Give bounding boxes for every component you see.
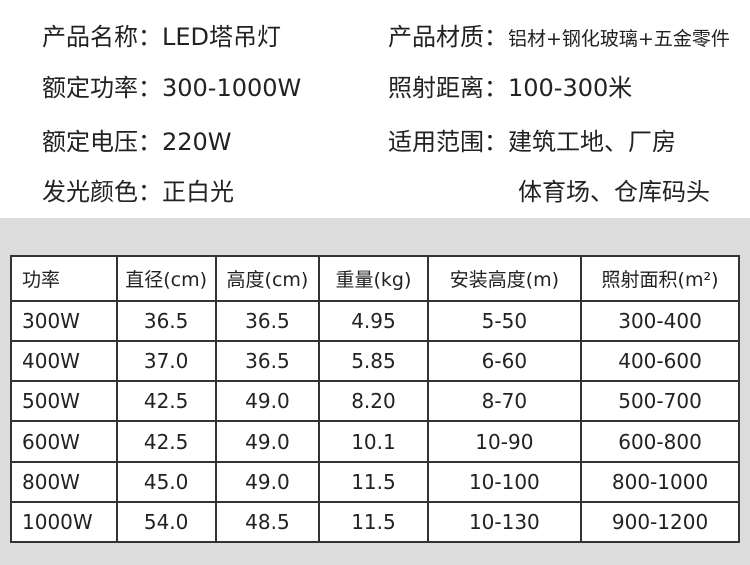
spec-item: 体育场、仓库码头 <box>518 177 710 207</box>
table-row: 500W 42.5 49.0 8.20 8-70 500-700 <box>10 380 740 423</box>
spec-item: 额定电压：220W <box>42 127 232 157</box>
table-cell: 8-70 <box>426 380 583 423</box>
table-cell: 400-600 <box>580 340 740 383</box>
header-cell: 安装高度(m) <box>426 255 583 302</box>
table-row: 600W 42.5 49.0 10.1 10-90 600-800 <box>10 420 740 463</box>
spec-table: 功率 直径(cm) 高度(cm) 重量(kg) 安装高度(m) 照射面积(m²) 300W 3… <box>10 255 740 544</box>
spec-item: 额定功率：300-1000W <box>42 73 301 103</box>
table-cell: 45.0 <box>115 460 217 503</box>
spec-label: 产品材质： <box>388 23 508 51</box>
table-cell: 10-100 <box>426 460 583 503</box>
table-cell: 500W <box>10 380 118 423</box>
spec-item: 产品名称：LED塔吊灯 <box>42 22 281 52</box>
header-cell: 照射面积(m²) <box>580 255 740 302</box>
table-cell: 49.0 <box>214 380 321 423</box>
spec-value: 220W <box>162 128 232 156</box>
table-row: 800W 45.0 49.0 11.5 10-100 800-1000 <box>10 460 740 503</box>
spec-label: 照射距离： <box>388 74 508 102</box>
header-cell: 直径(cm) <box>115 255 217 302</box>
spec-value: 300-1000W <box>162 74 302 102</box>
table-cell: 5-50 <box>426 299 583 343</box>
table-cell: 300W <box>10 299 118 343</box>
spec-label: 适用范围： <box>388 128 508 156</box>
spec-label: 额定功率： <box>42 74 162 102</box>
table-cell: 54.0 <box>115 500 217 544</box>
spec-value: 体育场、仓库码头 <box>518 178 710 206</box>
table-cell: 600W <box>10 420 118 463</box>
spec-section: 产品名称：LED塔吊灯 产品材质：铝材+钢化玻璃+五金零件额定功率：300-100… <box>0 0 750 218</box>
spec-value: 建筑工地、厂房 <box>508 128 676 156</box>
header-cell: 重量(kg) <box>318 255 429 302</box>
table-cell: 1000W <box>10 500 118 544</box>
table-cell: 37.0 <box>115 340 217 383</box>
spec-label: 额定电压： <box>42 128 162 156</box>
spec-item: 适用范围：建筑工地、厂房 <box>388 127 676 157</box>
table-cell: 800-1000 <box>580 460 740 503</box>
table-cell: 6-60 <box>426 340 583 383</box>
table-cell: 48.5 <box>214 500 321 544</box>
table-cell: 36.5 <box>214 299 321 343</box>
spec-value: 铝材+钢化玻璃+五金零件 <box>508 28 730 50</box>
spec-item: 照射距离：100-300米 <box>388 73 632 103</box>
table-cell: 500-700 <box>580 380 740 423</box>
spec-value: 100-300米 <box>508 74 633 102</box>
header-cell: 高度(cm) <box>214 255 321 302</box>
spec-value: 正白光 <box>162 178 234 206</box>
table-cell: 600-800 <box>580 420 740 463</box>
table-cell: 49.0 <box>214 420 321 463</box>
spec-label: 产品名称： <box>42 23 162 51</box>
table-cell: 4.95 <box>318 299 429 343</box>
spec-label: 发光颜色： <box>42 178 162 206</box>
table-cell: 8.20 <box>318 380 429 423</box>
table-cell: 400W <box>10 340 118 383</box>
table-cell: 10-130 <box>426 500 583 544</box>
table-cell: 42.5 <box>115 380 217 423</box>
spec-item: 发光颜色：正白光 <box>42 177 234 207</box>
table-cell: 10.1 <box>318 420 429 463</box>
table-cell: 10-90 <box>426 420 583 463</box>
table-cell: 36.5 <box>214 340 321 383</box>
header-row: 功率 直径(cm) 高度(cm) 重量(kg) 安装高度(m) 照射面积(m²) <box>10 255 740 302</box>
header-cell: 功率 <box>10 255 118 302</box>
table-cell: 300-400 <box>580 299 740 343</box>
table-cell: 900-1200 <box>580 500 740 544</box>
table-cell: 49.0 <box>214 460 321 503</box>
spec-item: 产品材质：铝材+钢化玻璃+五金零件 <box>388 22 730 54</box>
table-cell: 11.5 <box>318 460 429 503</box>
table-row: 300W 36.5 36.5 4.95 5-50 300-400 <box>10 299 740 343</box>
spec-value: LED塔吊灯 <box>162 23 282 51</box>
table-cell: 800W <box>10 460 118 503</box>
table-cell: 5.85 <box>318 340 429 383</box>
table-cell: 42.5 <box>115 420 217 463</box>
table-cell: 11.5 <box>318 500 429 544</box>
table-row: 1000W 54.0 48.5 11.5 10-130 900-1200 <box>10 500 740 544</box>
table-row: 400W 37.0 36.5 5.85 6-60 400-600 <box>10 340 740 383</box>
table-cell: 36.5 <box>115 299 217 343</box>
